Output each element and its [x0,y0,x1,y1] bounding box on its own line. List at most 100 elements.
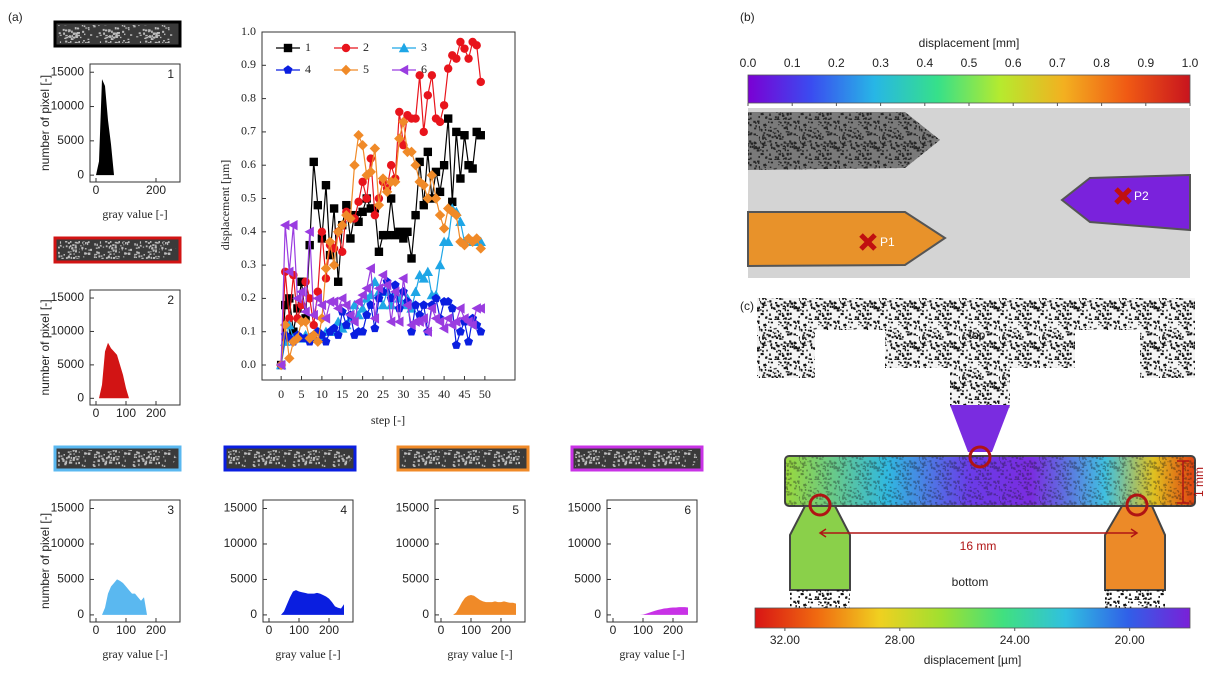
marker [399,141,408,150]
marker [411,210,420,220]
marker [382,230,392,240]
legend-marker [398,42,410,53]
image-b: P1 P2 [747,108,1191,278]
region-label: top [969,328,986,342]
marker [443,114,453,123]
marker [415,157,424,167]
x-tick-label: 0 [278,387,284,401]
histogram-title: 2 [167,293,174,307]
y-axis-label: displacement [µm] [218,160,232,251]
marker [390,176,401,188]
marker [476,131,485,140]
colorbar-title: displacement [µm] [924,653,1022,667]
legend-label: 6 [421,62,427,76]
x-tick-label: 0 [610,623,617,637]
marker [358,207,367,217]
x-tick-label: 200 [146,623,166,637]
marker [406,146,417,158]
legend-marker [283,43,293,53]
x-tick-label: 200 [663,623,683,637]
marker [328,296,339,307]
marker [443,64,453,73]
y-tick-label: 10000 [51,324,85,338]
histogram-title: 4 [340,503,347,517]
marker [354,197,363,207]
marker [337,219,348,231]
marker [332,303,343,314]
y-tick-label: 0.3 [241,257,256,271]
y-tick-label: 5000 [402,572,429,586]
colorbar-tick-label: 24.00 [1000,633,1030,647]
marker [419,300,429,309]
marker [369,313,380,324]
marker [304,226,314,238]
marker [321,274,331,283]
plot-frame [89,63,181,183]
legend-marker [398,64,409,76]
marker [398,273,408,284]
histogram-area [613,607,688,615]
y-tick-label: 0.4 [241,224,256,238]
marker [374,247,384,256]
plot-frame [434,499,526,623]
colorbar-tick-label: 20.00 [1115,633,1145,647]
marker [353,296,363,307]
marker [394,316,404,327]
marker [422,193,434,204]
marker [377,173,389,184]
marker [312,336,324,347]
colorbar-title: displacement [mm] [919,36,1020,50]
marker [362,194,371,203]
y-tick-label: 5000 [230,572,257,586]
marker [313,200,323,210]
marker [345,309,355,321]
colorbar-tick-label: 0.6 [1005,56,1022,70]
x-axis-label: gray value [-] [102,647,167,661]
x-axis-label: gray value [-] [102,207,167,221]
marker [325,250,335,260]
y-tick-label: 15000 [396,501,430,515]
marker [426,303,437,314]
marker [430,193,442,204]
marker [463,233,474,244]
marker [328,259,340,271]
marker [316,299,327,311]
marker [345,213,356,224]
legend-label: 4 [305,62,311,76]
legend-entry: 5 [334,62,369,76]
x-tick-label: 50 [479,387,491,401]
marker [419,127,428,137]
y-tick-label: 5000 [57,572,84,586]
marker [313,287,323,296]
histogram-area [441,595,516,615]
y-tick-label: 10000 [51,99,85,113]
thumbnail-speckle [58,450,177,467]
legend-label: 5 [363,62,369,76]
histogram-title: 1 [167,67,174,81]
x-tick-label: 100 [116,406,136,420]
marker [475,243,486,254]
marker [451,316,461,327]
thumbnail-speckle [58,25,177,43]
x-tick-label: 0 [266,623,273,637]
histogram-title: 3 [167,503,174,517]
y-tick-label: 10000 [224,536,258,550]
marker [281,300,290,310]
marker [459,239,470,251]
marker [395,107,404,117]
x-tick-label: 0 [93,623,100,637]
marker [442,236,454,246]
point-label: P2 [1134,189,1149,203]
marker [456,37,465,47]
point-label: P1 [880,235,895,249]
legend-label: 1 [305,40,311,54]
y-tick-label: 15000 [51,64,85,78]
marker [342,200,351,210]
marker [373,199,385,211]
marker [333,330,343,339]
legend-label: 3 [421,40,427,54]
y-tick-label: 0.0 [241,357,256,371]
marker [399,234,408,243]
marker [370,323,380,333]
x-tick-label: 30 [397,387,409,401]
